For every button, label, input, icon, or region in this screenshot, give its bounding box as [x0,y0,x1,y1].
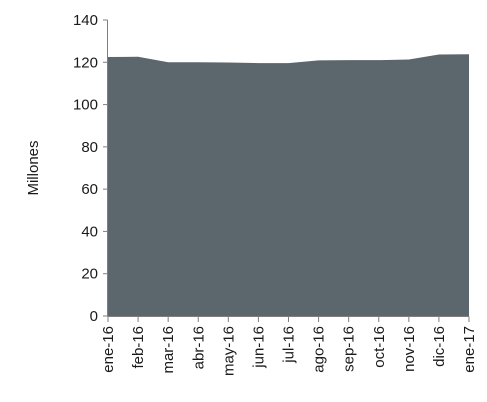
x-tick-label: ago-16 [311,326,328,373]
y-tick-label: 20 [81,266,98,283]
y-tick-label: 60 [81,181,98,198]
x-tick-label: may-16 [220,326,237,376]
x-tick-label: feb-16 [130,326,147,369]
axis-layer [103,19,470,322]
area-layer [108,54,469,316]
y-tick-label: 40 [81,223,98,240]
x-tick-label: jul-16 [281,326,298,364]
y-tick-label: 80 [81,139,98,156]
x-tick-label: jun-16 [250,326,267,369]
x-tick-label: ene-17 [461,326,478,373]
y-tick-label: 120 [73,54,98,71]
y-tick-label: 0 [90,308,98,325]
area-series [108,54,469,316]
y-tick-label: 140 [73,12,98,29]
y-tick-label: 100 [73,97,98,114]
x-tick-label: abr-16 [190,326,207,369]
x-tick-label: mar-16 [160,326,177,374]
x-tick-label: sep-16 [341,326,358,372]
y-tick-labels: 0 20 40 60 80 100 120 140 [73,12,98,325]
x-tick-labels: ene-16 feb-16 mar-16 abr-16 may-16 jun-16 jul-… [100,326,478,376]
x-tick-label: nov-16 [401,326,418,372]
x-tick-label: ene-16 [100,326,117,373]
x-tick-label: oct-16 [371,326,388,368]
x-tick-label: dic-16 [431,326,448,367]
y-axis-label: Millones [25,140,42,195]
